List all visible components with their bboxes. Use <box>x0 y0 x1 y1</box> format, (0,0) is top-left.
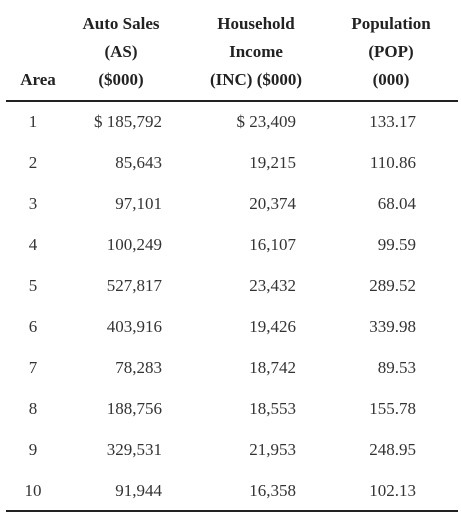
population-cell: 99.59 <box>377 235 416 254</box>
income-cell: 16,107 <box>249 235 296 254</box>
header-divider <box>6 100 458 102</box>
population-cell: 248.95 <box>369 440 416 459</box>
header-population-line-2: (POP) <box>368 42 414 61</box>
auto-sales-cell: 403,916 <box>106 317 162 336</box>
area-cell: 8 <box>28 399 38 418</box>
area-cell: 5 <box>28 276 38 295</box>
income-cell: 16,358 <box>249 481 296 500</box>
auto-sales-cell: 188,756 <box>106 399 162 418</box>
area-cell: 6 <box>28 317 38 336</box>
header-population-line-3: (000) <box>372 70 410 89</box>
population-cell: 289.52 <box>369 276 416 295</box>
population-cell: 133.17 <box>369 112 416 131</box>
header-household-income-line-2: Income <box>229 42 283 61</box>
header-auto-sales-line-1: Auto Sales <box>82 14 160 33</box>
income-cell: 18,742 <box>249 358 296 377</box>
income-cell: 23,432 <box>249 276 296 295</box>
auto-sales-cell: 329,531 <box>106 440 162 459</box>
auto-sales-cell: 78,283 <box>115 358 162 377</box>
auto-sales-cell: 100,249 <box>106 235 162 254</box>
population-cell: 89.53 <box>377 358 416 377</box>
auto-sales-cell: 97,101 <box>115 194 162 213</box>
population-cell: 68.04 <box>377 194 416 213</box>
area-cell: 3 <box>28 194 38 213</box>
header-household-income-line-1: Household <box>217 14 295 33</box>
income-cell: 19,215 <box>249 153 296 172</box>
population-cell: 155.78 <box>369 399 416 418</box>
table-row: 6 403,916 19,426 339.98 <box>6 315 458 339</box>
auto-sales-cell: 85,643 <box>115 153 162 172</box>
table-row: 4 100,249 16,107 99.59 <box>6 233 458 257</box>
area-cell: 2 <box>28 153 38 172</box>
population-cell: 102.13 <box>369 481 416 500</box>
area-cell: 1 <box>28 112 38 131</box>
income-cell: 18,553 <box>249 399 296 418</box>
area-cell: 9 <box>28 440 38 459</box>
header-auto-sales-line-2: (AS) <box>104 42 138 61</box>
header-population: Population (POP) (000) <box>336 10 446 94</box>
table-row: 10 91,944 16,358 102.13 <box>6 479 458 503</box>
population-cell: 339.98 <box>369 317 416 336</box>
header-population-line-1: Population <box>351 14 431 33</box>
table-row: 3 97,101 20,374 68.04 <box>6 192 458 216</box>
header-household-income-line-3: (INC) ($000) <box>209 70 303 89</box>
auto-sales-cell: 91,944 <box>115 481 162 500</box>
header-household-income: Household Income (INC) ($000) <box>191 10 321 94</box>
header-auto-sales-line-3: ($000) <box>98 70 144 89</box>
auto-sales-cell: $ 185,792 <box>94 112 162 131</box>
header-area-line-1: Area <box>20 70 56 89</box>
data-table: Area Auto Sales (AS) ($000) Household In… <box>6 0 458 513</box>
area-cell: 10 <box>24 481 42 500</box>
table-row: 5 527,817 23,432 289.52 <box>6 274 458 298</box>
area-cell: 4 <box>28 235 38 254</box>
income-cell: $ 23,409 <box>236 112 297 131</box>
auto-sales-cell: 527,817 <box>106 276 162 295</box>
header-area: Area <box>14 66 62 94</box>
income-cell: 20,374 <box>249 194 296 213</box>
table-row: 1 $ 185,792 $ 23,409 133.17 <box>6 110 458 134</box>
income-cell: 21,953 <box>249 440 296 459</box>
header-auto-sales: Auto Sales (AS) ($000) <box>66 10 176 94</box>
population-cell: 110.86 <box>369 153 416 172</box>
income-cell: 19,426 <box>249 317 296 336</box>
table-row: 8 188,756 18,553 155.78 <box>6 397 458 421</box>
table-row: 9 329,531 21,953 248.95 <box>6 438 458 462</box>
bottom-rule <box>6 510 458 512</box>
table-row: 7 78,283 18,742 89.53 <box>6 356 458 380</box>
area-cell: 7 <box>28 358 38 377</box>
table-row: 2 85,643 19,215 110.86 <box>6 151 458 175</box>
